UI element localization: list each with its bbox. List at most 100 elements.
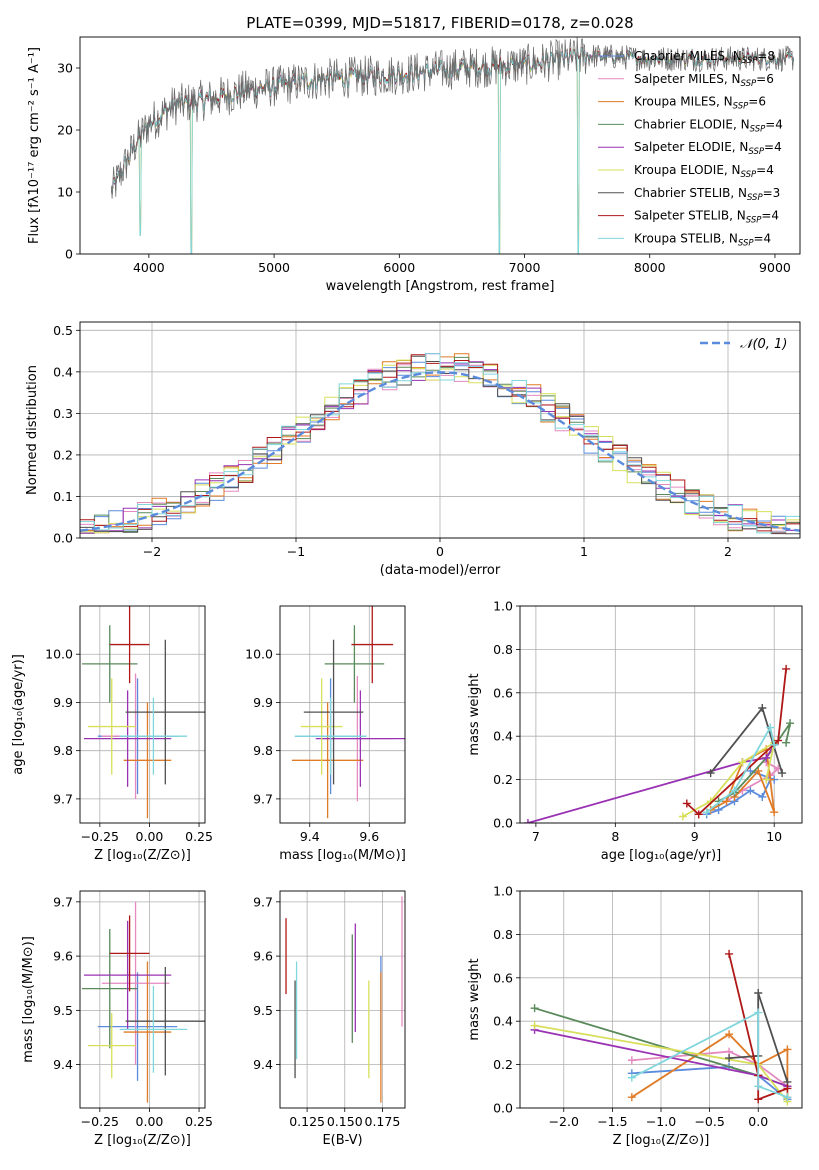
x-tick-label: 6000	[383, 260, 415, 275]
y-tick-label: 9.9	[253, 695, 273, 710]
axes-frame	[519, 605, 803, 824]
weight-marker	[725, 1054, 734, 1063]
x-axis-label: age [log₁₀(age/yr)]	[601, 848, 722, 863]
weight-marker	[783, 1093, 792, 1102]
x-tick-label: −1.5	[597, 1114, 627, 1129]
legend-entry: Chabrier MILES, NSSP=8	[634, 49, 775, 66]
weight-marker	[706, 769, 715, 778]
x-tick-label: 7	[532, 829, 540, 844]
error-bars	[291, 606, 405, 819]
axes-frame	[279, 605, 406, 824]
weight-line-salpeter-stelib	[686, 668, 787, 816]
error-bars	[81, 606, 205, 819]
x-tick-label: 0.175	[365, 1114, 401, 1129]
x-axis-label: (data-model)/error	[380, 563, 501, 578]
y-tick-label: 0.1	[53, 489, 73, 504]
y-tick-label: 0.3	[53, 406, 73, 421]
y-tick-label: 0.4	[493, 1014, 513, 1029]
y-tick-label: 0.2	[493, 1057, 513, 1072]
y-tick-label: 9.5	[53, 1003, 73, 1018]
spectrum-title: PLATE=0399, MJD=51817, FIBERID=0178, z=0…	[246, 14, 633, 32]
weight-marker	[786, 719, 795, 728]
x-tick-label: 7000	[509, 260, 541, 275]
y-tick-label: 0.2	[53, 447, 73, 462]
weight-marker	[694, 810, 703, 819]
x-tick-label: 0.0	[748, 1114, 768, 1129]
weight-marker	[778, 769, 787, 778]
normal-curve	[80, 371, 800, 532]
y-tick-label: 9.6	[253, 949, 273, 964]
weight-marker	[627, 1093, 636, 1102]
y-tick-label: 1.0	[493, 884, 513, 899]
y-tick-label: 1.0	[493, 599, 513, 614]
y-tick-label: 9.5	[253, 1003, 273, 1018]
weight-marker	[782, 738, 791, 747]
weight-marker	[523, 819, 532, 823]
residuals-histogram: −2 −1 0 1 2 0.0 0.1 0.2 0.3 0.4 0.5 (data-model)/er…	[25, 321, 801, 578]
y-tick-label: 0.0	[493, 1101, 513, 1116]
weight-marker	[766, 723, 775, 732]
weight-marker	[530, 1004, 539, 1013]
y-tick-label: 0.2	[493, 772, 513, 787]
weight-marker	[770, 740, 779, 749]
x-tick-label: 1	[580, 544, 588, 559]
weight-marker	[678, 812, 687, 821]
weight-vs-metallicity-plot: −2.0 −1.5 −1.0 −0.5 0.0 0.0 0.2 0.4 0.6 0.8 1.0 Z […	[467, 884, 803, 1148]
y-tick-label: 9.8	[253, 743, 273, 758]
spectrum-observed-line	[110, 37, 794, 199]
histogram-kroupa-stelib	[80, 353, 800, 534]
weight-lines	[523, 664, 795, 823]
legend-entry: Salpeter STELIB, NSSP=4	[634, 209, 779, 226]
weight-line-kroupa-stelib	[631, 1011, 788, 1099]
y-tick-label: 9.7	[53, 894, 73, 909]
x-tick-label: −1.0	[646, 1114, 676, 1129]
y-tick-label: 9.7	[253, 791, 273, 806]
x-tick-label: −0.25	[81, 829, 119, 844]
legend-entry: Salpeter ELODIE, NSSP=4	[634, 140, 782, 157]
y-tick-label: 10.0	[45, 647, 73, 662]
y-tick-label: 0.6	[493, 685, 513, 700]
y-tick-label: 0	[65, 247, 73, 262]
weight-marker	[754, 988, 763, 997]
x-tick-label: 2	[724, 544, 732, 559]
age-vs-mass-plot: 9.4 9.6 9.7 9.8 9.9 10.0 mass [log₁₀(M/M⊙)]	[245, 605, 406, 863]
x-tick-label: 0.150	[327, 1114, 363, 1129]
axes-frame	[79, 321, 801, 539]
weight-marker	[754, 1008, 763, 1017]
y-tick-label: 0.4	[493, 729, 513, 744]
x-tick-label: 0.00	[136, 1114, 164, 1129]
x-tick-label: 5000	[258, 260, 290, 275]
x-tick-label: 9000	[759, 260, 791, 275]
weight-marker	[754, 1082, 763, 1091]
weight-marker	[762, 753, 771, 762]
y-tick-label: 9.7	[53, 791, 73, 806]
y-tick-label: 0.4	[53, 364, 73, 379]
x-tick-label: 9.6	[359, 829, 379, 844]
x-axis-label: Z [log₁₀(Z/Z⊙)]	[94, 848, 191, 863]
weight-marker	[762, 775, 771, 784]
histogram-steps	[80, 353, 800, 535]
x-tick-label: 0.25	[185, 829, 213, 844]
weight-marker	[783, 1084, 792, 1093]
weight-marker	[627, 1073, 636, 1082]
axes-frame	[279, 890, 406, 1109]
x-tick-label: 4000	[133, 260, 165, 275]
y-tick-label: 9.7	[253, 894, 273, 909]
error-bars	[285, 896, 403, 1103]
x-tick-label: −1	[287, 544, 305, 559]
age-vs-metallicity-plot: −0.25 0.00 0.25 9.7 9.8 9.9 10.0 Z [log₁₀(Z/Z⊙)…	[11, 605, 213, 863]
y-axis-label: mass weight	[467, 958, 482, 1040]
x-axis-label: wavelength [Angstrom, rest frame]	[326, 279, 555, 294]
x-tick-label: 9	[691, 829, 699, 844]
y-tick-label: 30	[57, 61, 73, 76]
y-tick-label: 9.4	[253, 1057, 273, 1072]
legend-entry: Kroupa STELIB, NSSP=4	[634, 231, 771, 248]
y-tick-label: 0.8	[493, 927, 513, 942]
x-tick-label: 8	[611, 829, 619, 844]
legend-entry: Salpeter MILES, NSSP=6	[634, 72, 774, 89]
x-tick-label: 0.00	[136, 829, 164, 844]
weight-marker	[746, 786, 755, 795]
legend-entry: Chabrier STELIB, NSSP=3	[634, 186, 780, 203]
weight-marker	[746, 766, 755, 775]
weight-line-kroupa-stelib	[706, 725, 776, 813]
